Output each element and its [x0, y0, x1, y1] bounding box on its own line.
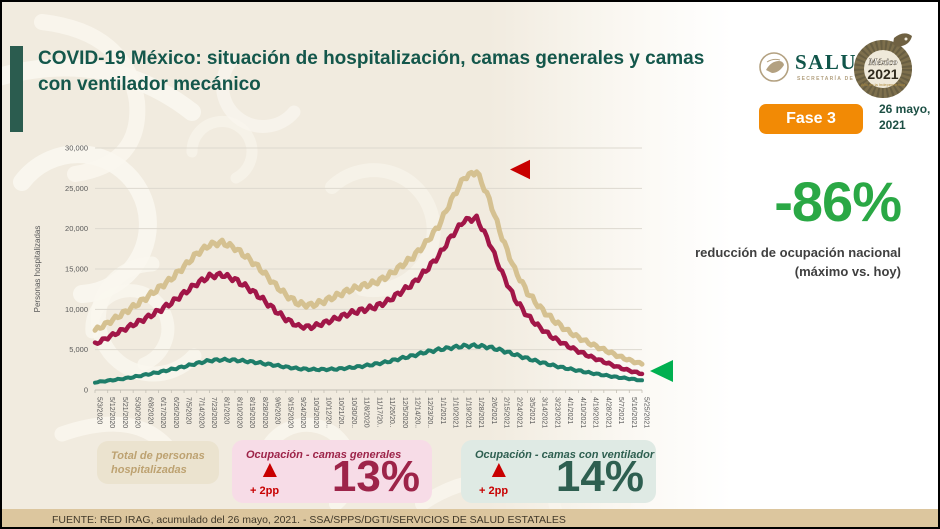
svg-text:7/5/2020: 7/5/2020 [185, 397, 192, 424]
card-ventilator-value: 14% [555, 452, 644, 501]
svg-text:10,000: 10,000 [65, 305, 88, 314]
svg-text:7/23/2020: 7/23/2020 [210, 397, 217, 428]
svg-text:2/24/2021: 2/24/2021 [515, 397, 522, 428]
svg-text:1/28/2021: 1/28/2021 [477, 397, 484, 428]
salud-logo-subtitle: SECRETARÍA DE SALUD [797, 76, 881, 82]
svg-text:6/17/2020: 6/17/2020 [159, 397, 166, 428]
svg-text:12/14/20..: 12/14/20.. [414, 397, 421, 428]
footer-bar: FUENTE: RED IRAG, acumulado del 26 mayo,… [2, 509, 938, 527]
title-accent-bar [10, 46, 23, 132]
svg-text:10/30/20..: 10/30/20.. [350, 397, 357, 428]
phase-badge: Fase 3 [759, 104, 863, 134]
highlight-block: -86% reducción de ocupación nacional (má… [601, 170, 902, 282]
svg-text:12/5/2020: 12/5/2020 [401, 397, 408, 428]
card-total-label: Total de personas hospitalizadas [111, 450, 205, 477]
svg-text:11/8/2020: 11/8/2020 [363, 397, 370, 428]
report-date: 26 mayo, 2021 [879, 102, 938, 133]
svg-text:30,000: 30,000 [65, 144, 88, 153]
salud-eagle-icon [759, 52, 789, 82]
svg-text:10/12/20..: 10/12/20.. [324, 397, 331, 428]
svg-text:20,000: 20,000 [65, 224, 88, 233]
card-general-value: 13% [331, 452, 420, 501]
svg-text:9/15/2020: 9/15/2020 [286, 397, 293, 428]
svg-text:5/16/2021: 5/16/2021 [630, 397, 637, 428]
svg-text:12/23/20..: 12/23/20.. [426, 397, 433, 428]
svg-text:5,000: 5,000 [69, 345, 88, 354]
svg-text:11/26/20..: 11/26/20.. [388, 397, 395, 428]
svg-text:5/3/2020: 5/3/2020 [96, 397, 103, 424]
svg-text:10/3/2020: 10/3/2020 [312, 397, 319, 428]
svg-text:3/14/2021: 3/14/2021 [541, 397, 548, 428]
svg-text:25,000: 25,000 [65, 184, 88, 193]
card-general-delta: + 2pp [250, 485, 280, 497]
svg-text:2/6/2021: 2/6/2021 [490, 397, 497, 424]
svg-text:8/28/2020: 8/28/2020 [261, 397, 268, 428]
card-general-beds: Ocupación - camas generales ▲ + 2pp 13% [232, 440, 432, 503]
reduction-caption-line2: (máximo vs. hoy) [794, 263, 901, 279]
serpent-head-icon [893, 33, 912, 47]
svg-text:1/10/2021: 1/10/2021 [452, 397, 459, 428]
svg-text:5/21/2020: 5/21/2020 [121, 397, 128, 428]
svg-text:9/24/2020: 9/24/2020 [299, 397, 306, 428]
svg-text:5/25/2021: 5/25/2021 [643, 397, 650, 428]
mexico-2021-line2: 2021 [867, 66, 898, 82]
mexico-2021-logo: México 2021 Año de la Independencia [854, 33, 912, 98]
svg-text:8/10/2020: 8/10/2020 [235, 397, 242, 428]
svg-text:5/7/2021: 5/7/2021 [617, 397, 624, 424]
report-date-line2: 2021 [879, 117, 906, 132]
mexico-2021-line1: México [867, 58, 897, 68]
svg-text:10/21/20..: 10/21/20.. [337, 397, 344, 428]
svg-text:5/30/2020: 5/30/2020 [134, 397, 141, 428]
report-date-line1: 26 mayo, [879, 102, 931, 116]
phase-badge-label: Fase 3 [786, 110, 836, 127]
svg-text:8/1/2020: 8/1/2020 [223, 397, 230, 424]
svg-text:Personas hospitalizadas: Personas hospitalizadas [33, 226, 42, 313]
svg-text:2/15/2021: 2/15/2021 [503, 397, 510, 428]
svg-text:4/1/2021: 4/1/2021 [566, 397, 573, 424]
svg-text:3/5/2021: 3/5/2021 [528, 397, 535, 424]
svg-text:6/8/2020: 6/8/2020 [146, 397, 153, 424]
source-text: FUENTE: RED IRAG, acumulado del 26 mayo,… [52, 514, 566, 526]
svg-text:6/26/2020: 6/26/2020 [172, 397, 179, 428]
svg-text:8/19/2020: 8/19/2020 [248, 397, 255, 428]
svg-text:4/28/2021: 4/28/2021 [604, 397, 611, 428]
svg-text:15,000: 15,000 [65, 265, 88, 274]
card-general-label: Ocupación - camas generales [246, 449, 402, 461]
card-ventilator-delta: + 2pp [479, 485, 509, 497]
mexico-2021-line3: Año de la Independencia [861, 82, 906, 87]
svg-text:4/10/2021: 4/10/2021 [579, 397, 586, 428]
reduction-percentage: -86% [774, 170, 902, 233]
card-ventilator-beds: Ocupación - camas con ventilador ▲ + 2pp… [461, 440, 656, 503]
svg-text:1/19/2021: 1/19/2021 [464, 397, 471, 428]
card-ventilator-label: Ocupación - camas con ventilador [475, 449, 655, 461]
reduction-caption: reducción de ocupación nacional (máximo … [601, 244, 901, 282]
increase-triangle-icon: ▲ [487, 456, 511, 483]
svg-text:3/23/2021: 3/23/2021 [553, 397, 560, 428]
increase-triangle-icon: ▲ [258, 456, 282, 483]
svg-text:7/14/2020: 7/14/2020 [197, 397, 204, 428]
svg-text:0: 0 [84, 386, 88, 395]
reduction-caption-line1: reducción de ocupación nacional [695, 245, 901, 260]
svg-text:4/19/2021: 4/19/2021 [592, 397, 599, 428]
card-total-hospitalized: Total de personas hospitalizadas [97, 441, 219, 484]
svg-text:1/1/2021: 1/1/2021 [439, 397, 446, 424]
svg-text:9/6/2020: 9/6/2020 [274, 397, 281, 424]
svg-text:5/12/2020: 5/12/2020 [108, 397, 115, 428]
svg-text:11/17/20..: 11/17/20.. [375, 397, 382, 428]
page-title: COVID-19 México: situación de hospitaliz… [38, 48, 705, 95]
